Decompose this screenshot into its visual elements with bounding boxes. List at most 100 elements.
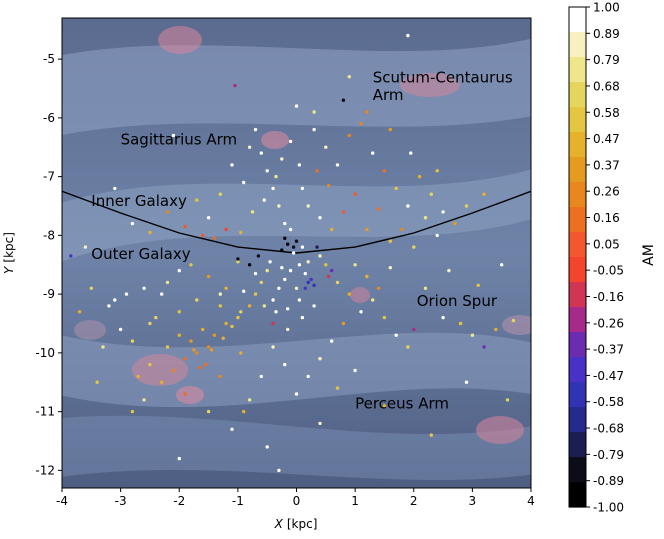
scatter-point	[406, 204, 410, 208]
scatter-point	[177, 456, 181, 461]
colorbar-segment	[569, 482, 586, 508]
annotation-label: Outer Galaxy	[91, 245, 190, 263]
annotation-label: Inner Galaxy	[91, 192, 187, 210]
scatter-point	[280, 266, 284, 270]
scatter-point	[376, 207, 381, 211]
scatter-point	[201, 327, 205, 332]
x-tick-label: -4	[56, 494, 68, 508]
scatter-point	[183, 224, 187, 229]
scatter-point	[247, 304, 252, 308]
colorbar-tick-label: -0.58	[593, 395, 624, 409]
scatter-point	[400, 227, 404, 232]
scatter-point	[233, 83, 237, 88]
scatter-point	[218, 192, 222, 196]
scatter-point	[183, 357, 187, 361]
colorbar-tick-label: 0.79	[593, 53, 620, 67]
colorbar-segment	[569, 432, 586, 458]
colorbar-tick-label: -1.00	[593, 501, 624, 515]
scatter-point	[365, 227, 369, 232]
colorbar-segment	[569, 257, 586, 283]
y-axis: -5 -6 -7 -8 -9 -10 -11 -12	[35, 52, 62, 477]
scatter-point	[288, 227, 293, 232]
scatter-point	[236, 260, 240, 264]
scatter-point	[330, 227, 334, 232]
galaxy-background	[62, 18, 531, 488]
x-tick-label: -3	[115, 494, 127, 508]
colorbar-tick-label: -0.68	[593, 422, 624, 436]
scatter-point	[195, 351, 199, 355]
scatter-point	[318, 254, 322, 258]
colorbar-segment	[569, 232, 586, 258]
scatter-point	[458, 321, 463, 326]
scatter-point	[382, 404, 387, 408]
scatter-point	[271, 186, 275, 191]
scatter-point	[221, 336, 225, 340]
scatter-point	[288, 268, 293, 273]
scatter-point	[412, 327, 416, 332]
scatter-point	[429, 192, 433, 196]
scatter-point	[130, 339, 135, 343]
scatter-point	[136, 374, 140, 379]
scatter-point	[206, 274, 211, 279]
x-axis: -4 -3 -2 -1 0 1 2 3 4	[56, 488, 535, 508]
scatter-point	[409, 151, 413, 155]
boundary-curve-layer	[62, 190, 531, 254]
scatter-point	[277, 286, 281, 290]
scatter-point	[330, 268, 334, 273]
scatter-point	[239, 351, 243, 355]
y-tick-label: -5	[43, 52, 55, 66]
scatter-point	[335, 280, 340, 285]
scatter-point	[212, 333, 217, 337]
colorbar-segment	[569, 332, 586, 358]
scatter-point	[441, 315, 445, 320]
scatter-point	[394, 333, 398, 337]
x-tick-label: 1	[351, 494, 359, 508]
scatter-point	[239, 310, 243, 314]
scatter-point	[177, 268, 181, 273]
scatter-point	[130, 221, 135, 226]
scatter-point	[192, 348, 196, 352]
scatter-point	[239, 230, 243, 235]
colorbar-segment	[569, 307, 586, 333]
scatter-point	[353, 368, 357, 373]
colorbar-tick-label: -0.26	[593, 316, 624, 330]
scatter-point	[160, 292, 164, 296]
scatter-point	[312, 283, 316, 287]
scatter-point	[189, 263, 193, 267]
scatter-point	[435, 233, 439, 238]
scatter-point	[297, 163, 302, 167]
scatter-point	[283, 277, 287, 282]
scatter-point	[382, 315, 387, 320]
scatter-point	[388, 127, 392, 132]
scatter-point	[388, 266, 392, 270]
scatter-point	[453, 221, 457, 226]
scatter-point	[335, 386, 340, 390]
scatter-point	[262, 304, 266, 308]
scatter-point	[101, 345, 105, 349]
scatter-point	[218, 292, 222, 296]
colorbar-tick-label: 0.37	[593, 158, 620, 172]
scatter-point	[218, 374, 222, 379]
scatter-point	[274, 174, 278, 179]
scatter-point	[280, 157, 284, 161]
scatter-point	[406, 33, 410, 38]
scatter-point	[294, 392, 299, 396]
scatter-point	[300, 245, 305, 249]
scatter-point	[242, 409, 246, 414]
scatter-point	[230, 324, 234, 329]
colorbar-tick-label: 0.16	[593, 211, 620, 225]
colorbar-tick-label: 1.00	[593, 1, 620, 15]
scatter-point	[500, 263, 504, 267]
scatter-point	[286, 327, 290, 332]
scatter-point	[300, 186, 305, 191]
scatter-point	[165, 280, 170, 285]
scatter-point	[511, 318, 516, 323]
scatter-point	[423, 286, 428, 290]
scatter-point	[247, 263, 252, 267]
colorbar-tick-label: 0.68	[593, 79, 620, 93]
scatter-point	[253, 292, 258, 296]
scatter-point	[242, 180, 246, 185]
scatter-point	[253, 127, 258, 132]
